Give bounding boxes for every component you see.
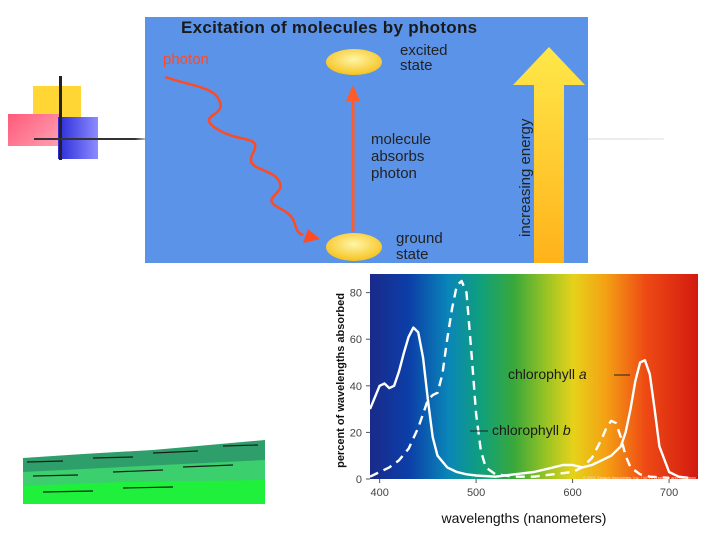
y-tick-label: 40 <box>350 381 362 393</box>
chart-svg: 0 20 40 60 80 400 500 600 700 percent of waveleng… <box>335 274 698 526</box>
terrain-light-band <box>23 480 265 504</box>
terrain-strokes <box>26 444 259 493</box>
absorption-spectrum-chart: 0 20 40 60 80 400 500 600 700 percent of waveleng… <box>330 264 720 540</box>
decor-red-square <box>8 114 60 146</box>
decor-terrain <box>23 440 265 504</box>
x-tick-label: 500 <box>467 487 485 499</box>
ground-state-line2: state <box>396 246 429 263</box>
y-tick-label: 80 <box>350 288 362 300</box>
absorb-line3: photon <box>371 165 417 182</box>
photon-wave <box>164 75 304 237</box>
label-chlorophyll-a: chlorophyll a <box>508 366 587 382</box>
label-chlorophyll-b-letter: b <box>563 422 571 438</box>
copyright-note: © 2001 Sinauer Associates, Inc. / W. H. … <box>583 475 696 480</box>
series-chlorophyll-a <box>368 326 689 479</box>
increasing-energy-label: increasing energy <box>517 118 534 237</box>
absorb-line1: molecule <box>371 131 432 148</box>
x-axis-label: wavelengths (nanometers) <box>441 510 607 526</box>
excited-state-line2: state <box>400 57 433 74</box>
label-chlorophyll-a-base: chlorophyll <box>508 366 579 382</box>
excited-state-line1: excited <box>400 42 448 59</box>
label-chlorophyll-a-letter: a <box>579 366 587 382</box>
series-chlorophyll-b <box>369 279 670 479</box>
excited-state-label: excited state <box>400 43 448 73</box>
absorbs-photon-label: molecule absorbs photon <box>371 131 431 182</box>
energy-arrow <box>513 47 585 263</box>
excited-state-blob <box>326 49 382 75</box>
decor-vertical-line <box>59 76 62 160</box>
excitation-graphic <box>164 47 585 263</box>
absorb-line2: absorbs <box>371 148 425 165</box>
label-chlorophyll-b: chlorophyll b <box>492 422 571 438</box>
photon-label: photon <box>163 51 209 68</box>
x-tick-label: 400 <box>370 487 388 499</box>
label-chlorophyll-b-base: chlorophyll <box>492 422 563 438</box>
ground-state-label: ground state <box>396 231 443 263</box>
photon-arrow-head <box>303 229 320 243</box>
y-axis-label: percent of wavelengths absorbed <box>335 293 347 468</box>
y-tick-label: 60 <box>350 334 362 346</box>
x-tick-label: 700 <box>660 487 678 499</box>
ground-state-line1: ground <box>396 230 443 247</box>
y-tick-label: 20 <box>350 427 362 439</box>
x-tick-label: 600 <box>563 487 581 499</box>
y-tick-label: 0 <box>356 474 362 486</box>
diagram-title: Excitation of molecules by photons <box>181 18 478 37</box>
ground-state-blob <box>326 233 382 261</box>
excitation-diagram: Excitation of molecules by photons photo… <box>145 17 588 263</box>
absorption-arrow-head <box>346 85 360 101</box>
